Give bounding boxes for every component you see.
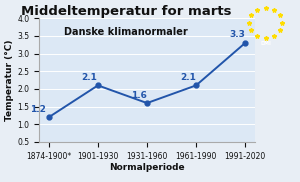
Y-axis label: Temperatur (°C): Temperatur (°C) [5,39,14,121]
Text: Middeltemperatur for marts: Middeltemperatur for marts [21,5,231,18]
Text: 2.1: 2.1 [82,73,98,82]
Text: 3.3: 3.3 [229,30,245,39]
Text: DMI: DMI [260,41,271,46]
Text: 1.6: 1.6 [131,90,147,100]
Text: Danske klimanormaler: Danske klimanormaler [64,27,188,37]
Text: 1.2: 1.2 [30,105,46,114]
Text: 2.1: 2.1 [180,73,196,82]
X-axis label: Normalperiode: Normalperiode [109,163,185,173]
